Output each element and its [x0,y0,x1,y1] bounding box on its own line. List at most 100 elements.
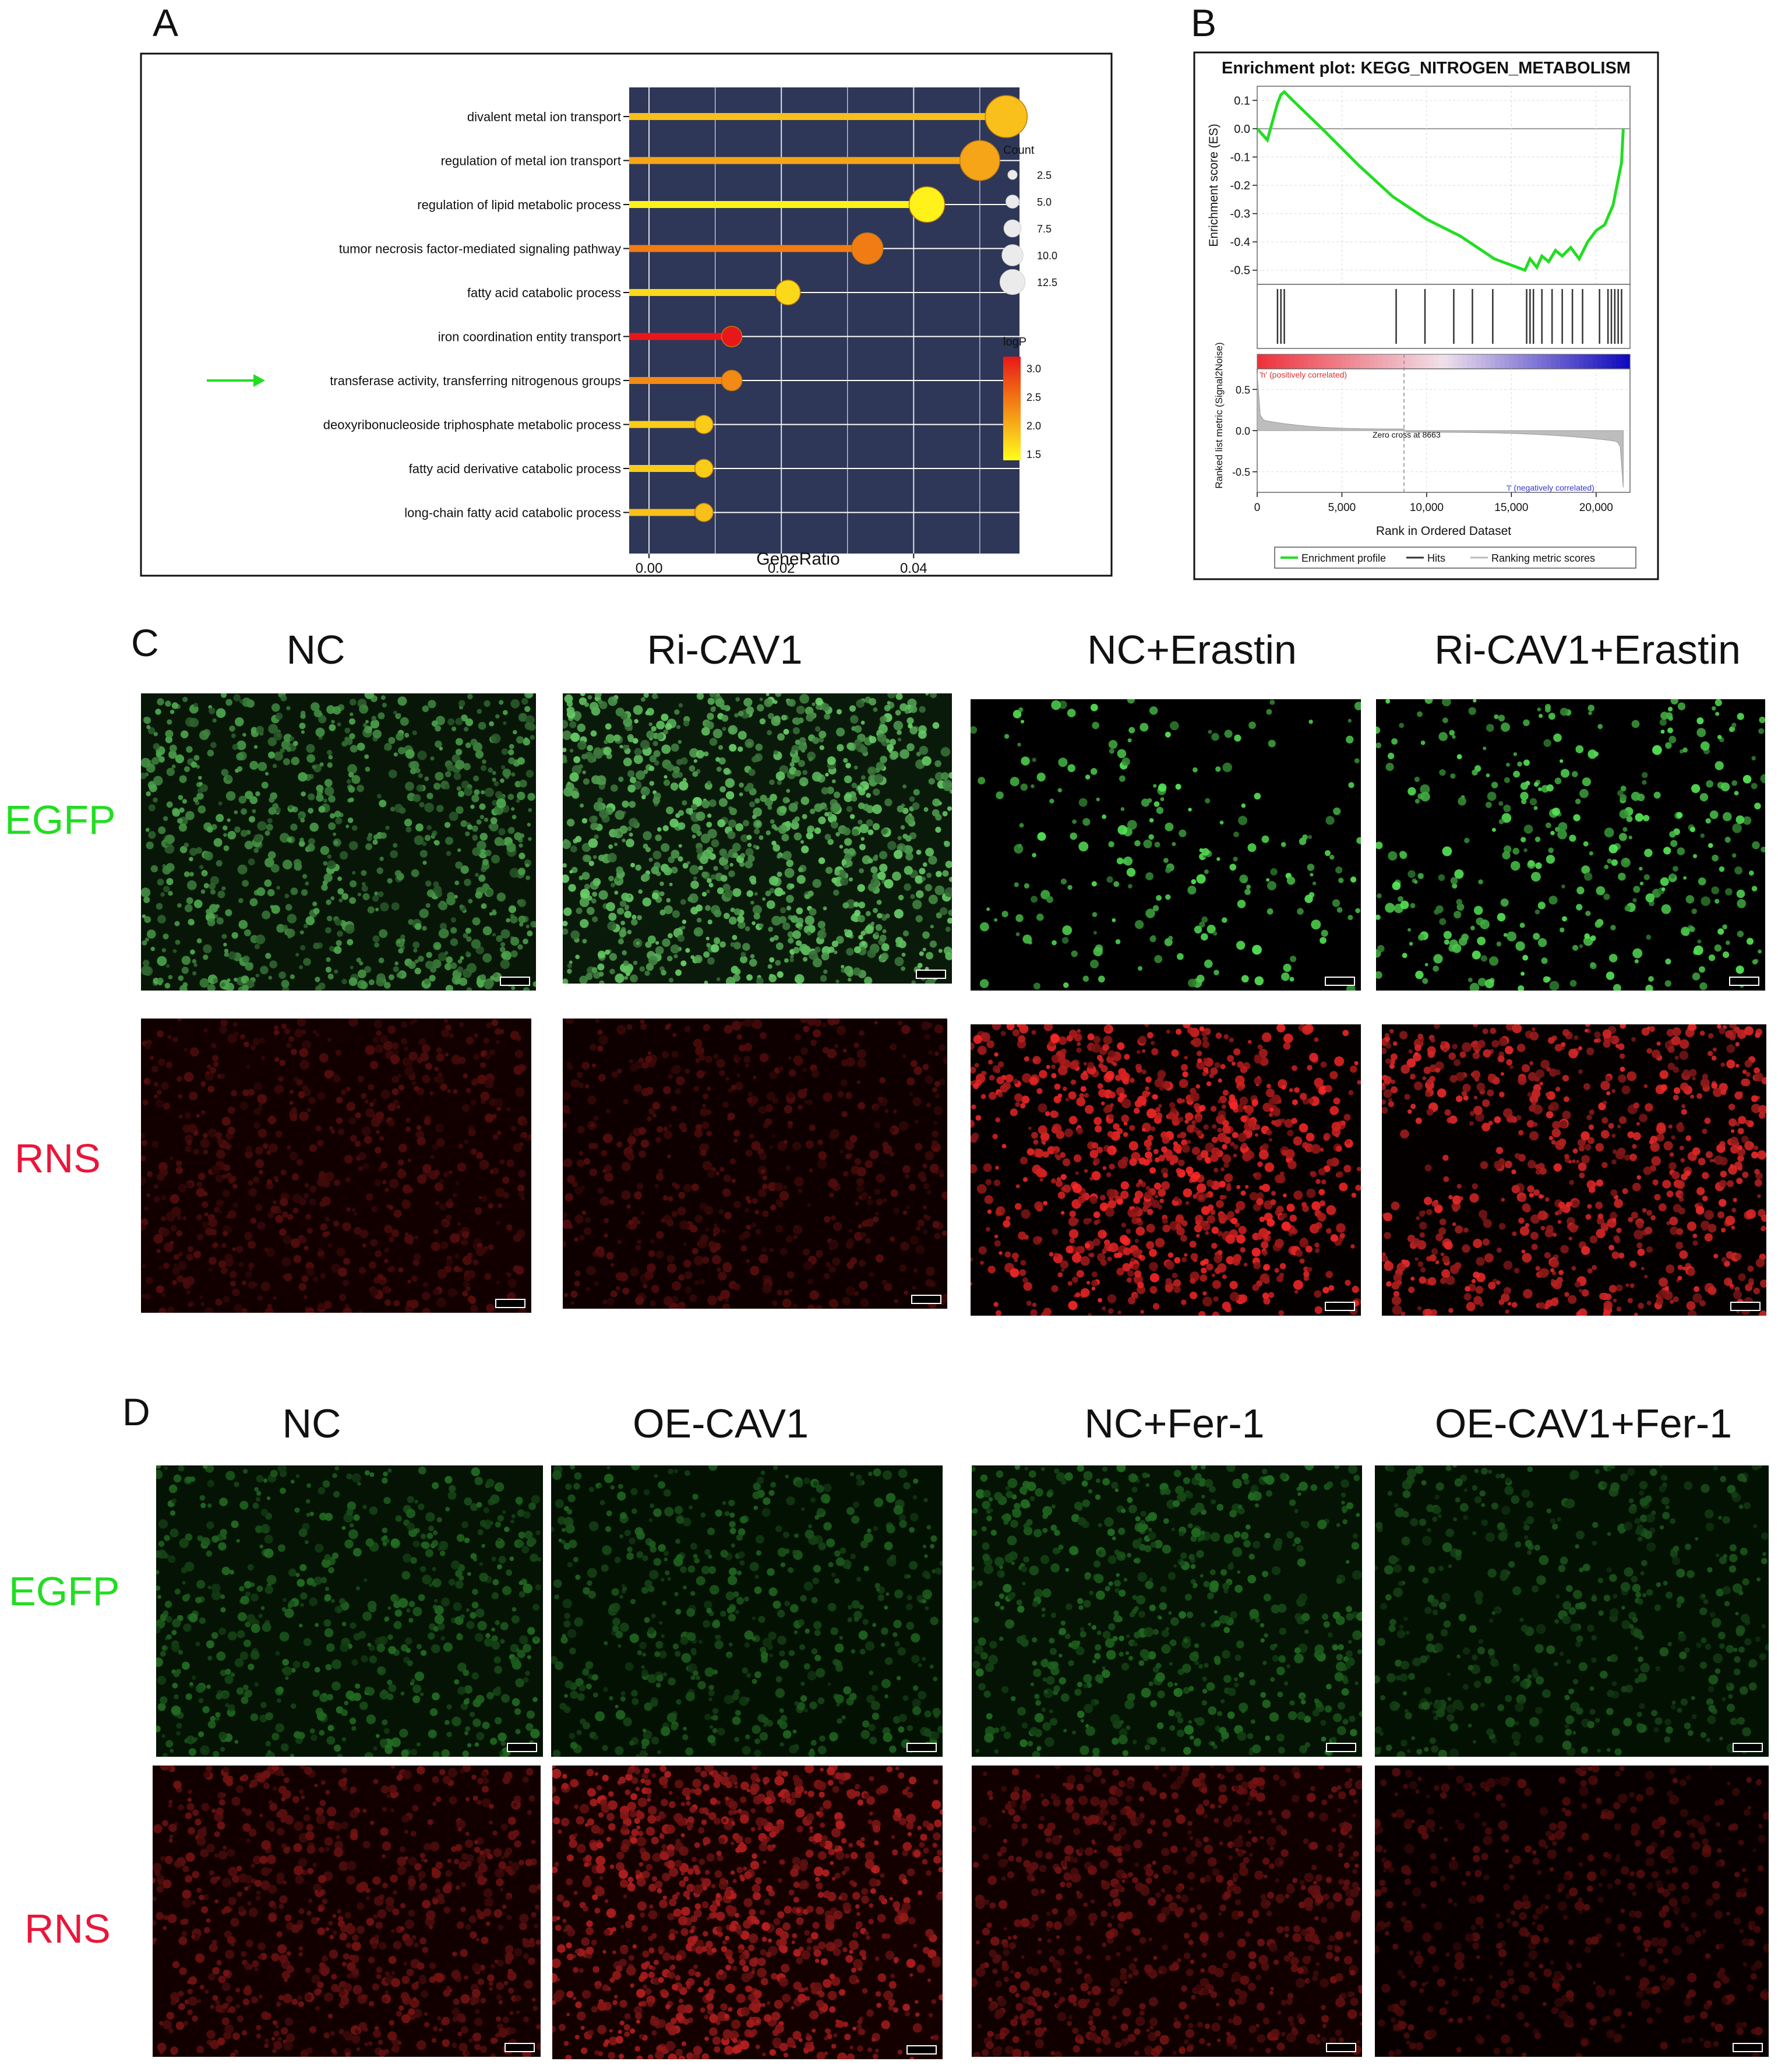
colorbar-segment [1420,354,1426,369]
colorbar-segment [1425,354,1430,369]
legend-enrichment-profile: Enrichment profile [1301,552,1386,564]
x-tick-label: 0.04 [900,561,927,576]
colorbar-segment [1313,354,1318,369]
colorbar-segment [1267,354,1272,369]
es-grid [1257,86,1630,284]
colorbar-segment [1541,354,1547,369]
colorbar-segment [1257,354,1262,369]
count-legend-label: 7.5 [1037,223,1052,235]
es-y-ticks: 0.1 0.0 -0.1 -0.2 -0.3 -0.4 -0.5 [1230,94,1257,277]
colorbar-segment [1434,354,1440,369]
colorbar-segment [1514,354,1519,369]
colorbar-segment [1467,354,1472,369]
colorbar-segment [1262,354,1267,369]
lollipop-dot [721,369,743,392]
scale-bar [906,2045,937,2055]
colorbar-segment [1458,354,1463,369]
colorbar-segment [1341,354,1346,369]
lollipop-x-ticks: 0.00 0.02 0.04 [636,554,927,576]
ranking-metric-area [1257,373,1624,488]
scale-bar [911,1295,941,1304]
micrograph-d-egfp-nc [156,1465,543,1757]
colorbar-segment [1448,354,1454,369]
colorbar-segment [1378,354,1384,369]
micrograph-c-egfp-nc-erastin [971,699,1361,991]
hit-marks [1276,289,1622,344]
legend-hits: Hits [1427,552,1445,564]
colorbar-segment [1364,354,1370,369]
rank-y-tick-label: -0.5 [1232,467,1250,478]
category-label: transferase activity, transferring nitro… [330,373,621,388]
colorbar-segment [1299,354,1304,369]
panel-c-col-title-1: NC [286,627,345,672]
colorbar-segment [1537,354,1542,369]
colorbar-segment [1280,354,1286,369]
scale-bar [1325,1302,1355,1311]
zero-cross-label: Zero cross at 8663 [1373,430,1441,439]
micrograph-c-rns-ri-cav1 [563,1019,947,1309]
es-y-axis-title: Enrichment score (ES) [1207,124,1220,246]
colorbar-segment [1560,354,1565,369]
gsea-x-tick-label: 15,000 [1494,502,1528,514]
colorbar-segment [1383,354,1388,369]
colorbar-segment [1318,354,1323,369]
colorbar-segment [1374,354,1379,369]
colorbar-segment [1574,354,1579,369]
colorbar-segment [1588,354,1593,369]
rank-y-ticks: 0.5 0.0 -0.5 [1232,384,1257,478]
panel-label-b: B [1191,1,1217,44]
lollipop-dot [694,459,714,478]
colorbar-segment [1369,354,1374,369]
scale-bar [1326,2043,1356,2052]
colorbar-segment [1271,354,1276,369]
panel-label-d: D [122,1390,150,1433]
colorbar-segment [1439,354,1444,369]
gsea-title: Enrichment plot: KEGG_NITROGEN_METABOLIS… [1222,59,1631,77]
lollipop-dot [721,326,743,347]
x-tick-label: 0.02 [768,561,795,576]
colorbar-segment [1392,354,1398,369]
colorbar-segment [1602,354,1607,369]
micrograph-c-rns-nc-erastin [971,1024,1361,1316]
es-y-tick-label: 0.1 [1234,94,1250,107]
panel-c-col-title-3: NC+Erastin [1087,627,1297,672]
lollipop-dot [851,232,884,265]
colorbar-segment [1579,354,1584,369]
scale-bar [500,977,530,986]
category-label: deoxyribonucleoside triphosphate metabol… [323,418,621,432]
micrograph-c-rns-ri-cav1-erastin [1382,1024,1766,1316]
micrograph-c-egfp-ri-cav1-erastin [1376,699,1765,991]
panel-label-c: C [131,621,159,664]
micrograph-c-egfp-nc [141,693,536,991]
es-y-tick-label: -0.2 [1230,179,1250,192]
colorbar-segment [1555,354,1561,369]
enrichment-profile-line [1256,90,1625,272]
colorbar-segment [1583,354,1589,369]
colorbar-segment [1593,354,1598,369]
colorbar-segment [1611,354,1617,369]
rank-y-tick-label: 0.0 [1236,425,1250,437]
colorbar-segment [1332,354,1337,369]
count-legend-label: 2.5 [1037,170,1052,181]
panel-label-a: A [153,1,179,44]
lollipop-stems [629,113,1007,516]
lollipop-dot [959,140,1000,181]
scale-bar [1326,1743,1356,1752]
panel-d-row-label-egfp: EGFP [9,1569,120,1614]
logp-colorbar [1003,357,1021,460]
colorbar-segment [1304,354,1309,369]
panel-c-row-label-egfp: EGFP [5,797,116,843]
scale-bar [1733,1743,1763,1752]
gsea-enrichment-plot: Enrichment plot: KEGG_NITROGEN_METABOLIS… [1193,51,1659,580]
logp-legend: 3.0 2.5 2.0 1.5 [1026,363,1041,460]
colorbar-segment [1336,354,1342,369]
panel-c-row-label-rns: RNS [15,1136,101,1181]
count-legend-title: Count [1003,144,1035,157]
colorbar-segment [1616,354,1621,369]
colorbar-segment [1406,354,1412,369]
colorbar-segment [1290,354,1295,369]
colorbar-segment [1285,354,1290,369]
colorbar-segment [1355,354,1360,369]
category-label: regulation of metal ion transport [441,154,621,168]
category-label: fatty acid derivative catabolic process [409,461,621,476]
